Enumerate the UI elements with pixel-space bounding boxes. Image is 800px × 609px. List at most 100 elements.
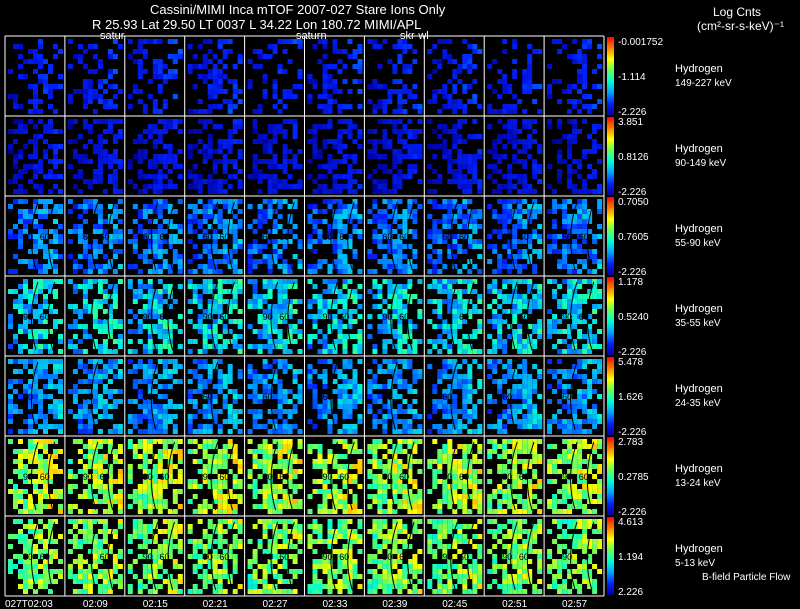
heat-cell — [442, 399, 448, 404]
heat-cell — [437, 89, 443, 94]
heat-cell — [33, 154, 38, 159]
heat-cell — [53, 209, 58, 214]
heat-cell — [282, 469, 288, 474]
heat-cell — [232, 139, 238, 144]
heat-cell — [28, 369, 33, 374]
heat-cell — [517, 224, 523, 229]
heat-cell — [207, 289, 213, 294]
heat-cell — [207, 144, 213, 149]
heat-cell — [192, 129, 198, 134]
heat-cell — [507, 124, 513, 129]
heat-cell — [587, 94, 593, 99]
heat-cell — [257, 374, 263, 379]
heat-cell — [92, 94, 98, 99]
heat-cell — [277, 344, 283, 349]
panel-r1-c6 — [367, 119, 423, 194]
heat-cell — [527, 309, 533, 314]
heat-cell — [277, 109, 283, 114]
heat-cell — [282, 259, 288, 264]
heat-cell — [38, 444, 43, 449]
heat-cell — [257, 344, 263, 349]
heat-cell — [447, 404, 453, 409]
heat-cell — [87, 454, 93, 459]
heat-cell — [527, 54, 533, 59]
heat-cell — [117, 129, 123, 134]
heat-cell — [43, 484, 48, 489]
heat-cell — [72, 269, 78, 274]
contour-line — [407, 201, 415, 271]
heat-cell — [532, 294, 538, 299]
heat-cell — [592, 409, 598, 414]
heat-cell — [462, 344, 468, 349]
heat-cell — [58, 379, 63, 384]
heat-cell — [502, 259, 508, 264]
heat-cell — [477, 184, 483, 189]
heat-cell — [472, 224, 478, 229]
heat-cell — [442, 154, 448, 159]
heat-cell — [192, 179, 198, 184]
heat-cell — [457, 374, 463, 379]
heat-cell — [387, 404, 393, 409]
heat-cell — [492, 244, 498, 249]
heat-cell — [297, 44, 303, 49]
heat-cell — [327, 139, 333, 144]
heat-cell — [497, 229, 503, 234]
heat-cell — [117, 509, 123, 514]
heat-cell — [48, 469, 53, 474]
heat-cell — [397, 174, 403, 179]
heat-cell — [462, 39, 468, 44]
contour-label: 60 — [40, 472, 50, 482]
heat-cell — [522, 364, 528, 369]
heat-cell — [427, 259, 433, 264]
heat-cell — [97, 399, 103, 404]
heat-cell — [407, 419, 413, 424]
heat-cell — [53, 249, 58, 254]
heat-cell — [517, 239, 523, 244]
heat-cell — [397, 284, 403, 289]
heat-cell — [67, 94, 73, 99]
heat-cell — [212, 124, 218, 129]
heat-cell — [87, 374, 93, 379]
heat-cell — [142, 234, 148, 239]
heat-cell — [492, 169, 498, 174]
heat-cell — [152, 154, 158, 159]
panel-r5-c1: 90 60 — [67, 439, 123, 514]
heat-cell — [502, 264, 508, 269]
heat-cell — [502, 409, 508, 414]
heat-cell — [212, 324, 218, 329]
heat-cell — [227, 99, 233, 104]
heat-cell — [312, 179, 318, 184]
heat-cell — [567, 374, 573, 379]
heat-cell — [48, 144, 53, 149]
heat-cell — [487, 364, 493, 369]
heat-cell — [412, 49, 418, 54]
heat-cell — [162, 104, 168, 109]
heat-cell — [267, 184, 273, 189]
heat-cell — [23, 219, 28, 224]
heat-cell — [322, 399, 328, 404]
heat-cell — [347, 124, 353, 129]
heat-cell — [23, 279, 28, 284]
heat-cell — [197, 234, 203, 239]
heat-cell — [397, 214, 403, 219]
heat-cell — [147, 129, 153, 134]
heat-cell — [187, 309, 193, 314]
heat-cell — [477, 154, 483, 159]
heat-cell — [282, 499, 288, 504]
heat-cell — [397, 159, 403, 164]
heat-cell — [577, 429, 583, 434]
heat-cell — [137, 74, 143, 79]
heat-cell — [437, 239, 443, 244]
heat-cell — [102, 289, 108, 294]
heat-cell — [452, 239, 458, 244]
heat-cell — [567, 334, 573, 339]
heat-cell — [507, 179, 513, 184]
heat-cell — [92, 379, 98, 384]
heat-cell — [48, 124, 53, 129]
heat-cell — [377, 99, 383, 104]
heat-cell — [527, 424, 533, 429]
heat-cell — [107, 159, 113, 164]
heat-cell — [77, 284, 83, 289]
heat-cell — [13, 189, 18, 194]
heat-cell — [127, 239, 133, 244]
